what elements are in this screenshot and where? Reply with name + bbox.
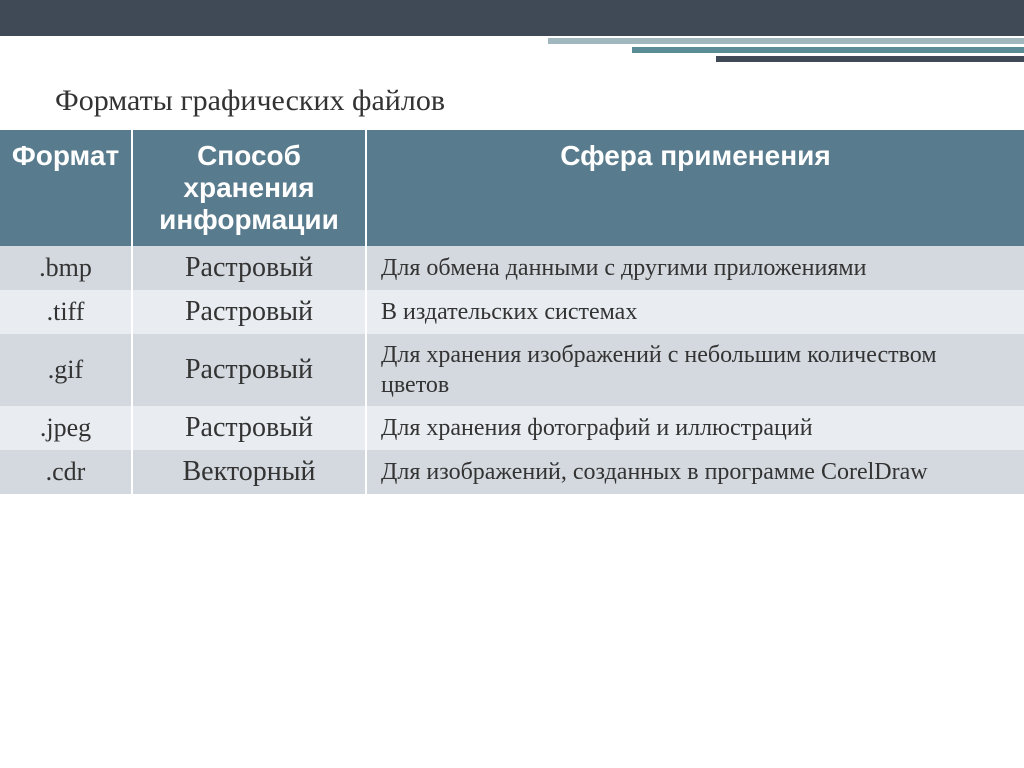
col-header-format: Формат bbox=[0, 130, 132, 246]
table-row: .gif Растровый Для хранения изображений … bbox=[0, 334, 1024, 406]
cell-format: .gif bbox=[0, 334, 132, 406]
stripe-2 bbox=[632, 47, 1024, 53]
stripe-1 bbox=[548, 38, 1024, 44]
col-header-storage: Способ хранения информации bbox=[132, 130, 366, 246]
col-header-usage: Сфера применения bbox=[366, 130, 1024, 246]
table-row: .cdr Векторный Для изображений, созданны… bbox=[0, 450, 1024, 494]
cell-usage: Для хранения изображений с небольшим кол… bbox=[366, 334, 1024, 406]
table-row: .tiff Растровый В издательских системах bbox=[0, 290, 1024, 334]
cell-usage: Для обмена данными с другими приложениям… bbox=[366, 246, 1024, 290]
cell-format: .cdr bbox=[0, 450, 132, 494]
table-header-row: Формат Способ хранения информации Сфера … bbox=[0, 130, 1024, 246]
cell-usage: В издательских системах bbox=[366, 290, 1024, 334]
formats-table: Формат Способ хранения информации Сфера … bbox=[0, 130, 1024, 494]
cell-format: .jpeg bbox=[0, 406, 132, 450]
cell-storage: Растровый bbox=[132, 406, 366, 450]
slide-title: Форматы графических файлов bbox=[55, 84, 1024, 118]
cell-storage: Растровый bbox=[132, 334, 366, 406]
cell-storage: Векторный bbox=[132, 450, 366, 494]
cell-storage: Растровый bbox=[132, 246, 366, 290]
cell-storage: Растровый bbox=[132, 290, 366, 334]
decorative-stripes bbox=[464, 38, 1024, 65]
table-row: .bmp Растровый Для обмена данными с друг… bbox=[0, 246, 1024, 290]
cell-format: .bmp bbox=[0, 246, 132, 290]
cell-usage: Для изображений, созданных в программе C… bbox=[366, 450, 1024, 494]
table-row: .jpeg Растровый Для хранения фотографий … bbox=[0, 406, 1024, 450]
cell-usage: Для хранения фотографий и иллюстраций bbox=[366, 406, 1024, 450]
stripe-3 bbox=[716, 56, 1024, 62]
top-bar bbox=[0, 0, 1024, 36]
cell-format: .tiff bbox=[0, 290, 132, 334]
